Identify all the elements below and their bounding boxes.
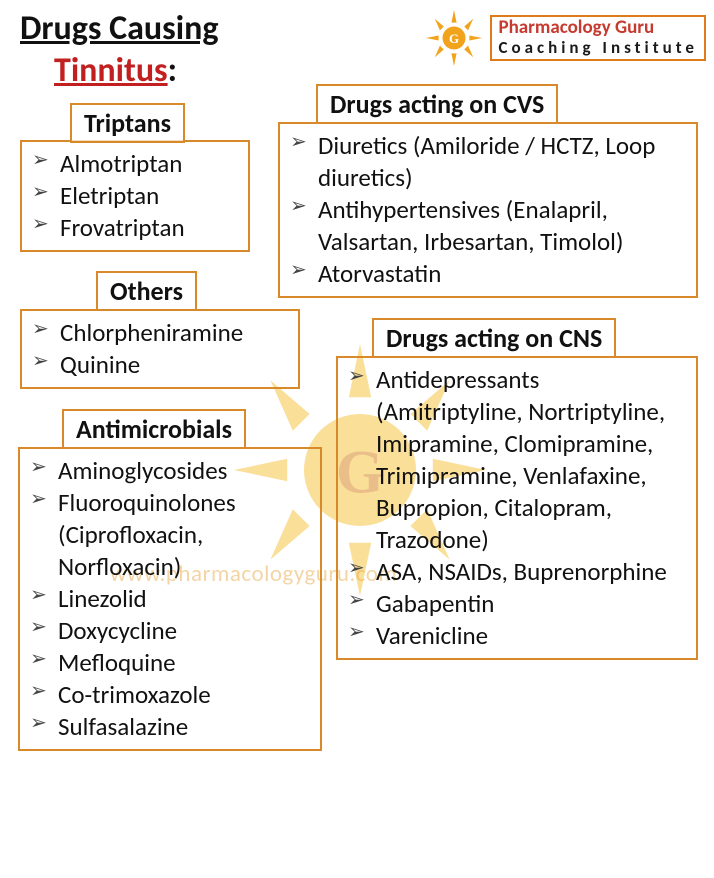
list-item: Sulfasalazine [30, 711, 310, 743]
list-item: Varenicline [348, 620, 686, 652]
title-word: Tinnitus [54, 50, 168, 91]
brand-box: Pharmacology Guru Coaching Institute [490, 15, 706, 62]
list-item: Antihypertensives (Enalapril, Valsartan,… [290, 194, 686, 258]
list-item: Quinine [32, 349, 288, 381]
list-item: Co-trimoxazole [30, 679, 310, 711]
category-header-cns: Drugs acting on CNS [372, 318, 616, 358]
list-item: Doxycycline [30, 615, 310, 647]
list-item: Almotriptan [32, 148, 238, 180]
category-header-antimicrobials: Antimicrobials [62, 409, 246, 449]
list-item: Atorvastatin [290, 258, 686, 290]
category-body-others: Chlorpheniramine Quinine [20, 309, 300, 389]
svg-text:G: G [449, 32, 459, 46]
list-item: Aminoglycosides [30, 455, 310, 487]
category-header-others: Others [96, 271, 197, 311]
list-triptans: Almotriptan Eletriptan Frovatriptan [32, 148, 238, 244]
list-item: Gabapentin [348, 588, 686, 620]
category-body-triptans: Almotriptan Eletriptan Frovatriptan [20, 140, 250, 252]
list-cns: Antidepressants (Amitriptyline, Nortript… [348, 364, 686, 652]
list-item: Chlorpheniramine [32, 317, 288, 349]
category-body-cvs: Diuretics (Amiloride / HCTZ, Loop diuret… [278, 122, 698, 298]
category-body-antimicrobials: Aminoglycosides Fluoroquinolones (Ciprof… [18, 447, 322, 751]
brand-line2: Coaching Institute [498, 39, 698, 58]
page-title-line1: Drugs Causing [20, 8, 218, 49]
category-header-triptans: Triptans [70, 103, 185, 143]
category-body-cns: Antidepressants (Amitriptyline, Nortript… [336, 356, 698, 660]
list-item: Antidepressants (Amitriptyline, Nortript… [348, 364, 686, 556]
list-item: Frovatriptan [32, 212, 238, 244]
list-item: Mefloquine [30, 647, 310, 679]
title-colon: : [168, 50, 177, 91]
page-title-line2: Tinnitus: [54, 50, 177, 91]
brand-sun-icon: G [422, 6, 486, 70]
list-antimicrobials: Aminoglycosides Fluoroquinolones (Ciprof… [30, 455, 310, 743]
list-others: Chlorpheniramine Quinine [32, 317, 288, 381]
list-item: Linezolid [30, 583, 310, 615]
brand-header: G Pharmacology Guru Coaching Institute [422, 6, 706, 70]
list-item: Eletriptan [32, 180, 238, 212]
brand-line1: Pharmacology Guru [498, 18, 698, 39]
list-item: ASA, NSAIDs, Buprenorphine [348, 556, 686, 588]
list-item: Diuretics (Amiloride / HCTZ, Loop diuret… [290, 130, 686, 194]
list-item: Fluoroquinolones (Ciprofloxacin, Norflox… [30, 487, 310, 583]
list-cvs: Diuretics (Amiloride / HCTZ, Loop diuret… [290, 130, 686, 290]
category-header-cvs: Drugs acting on CVS [316, 84, 558, 124]
